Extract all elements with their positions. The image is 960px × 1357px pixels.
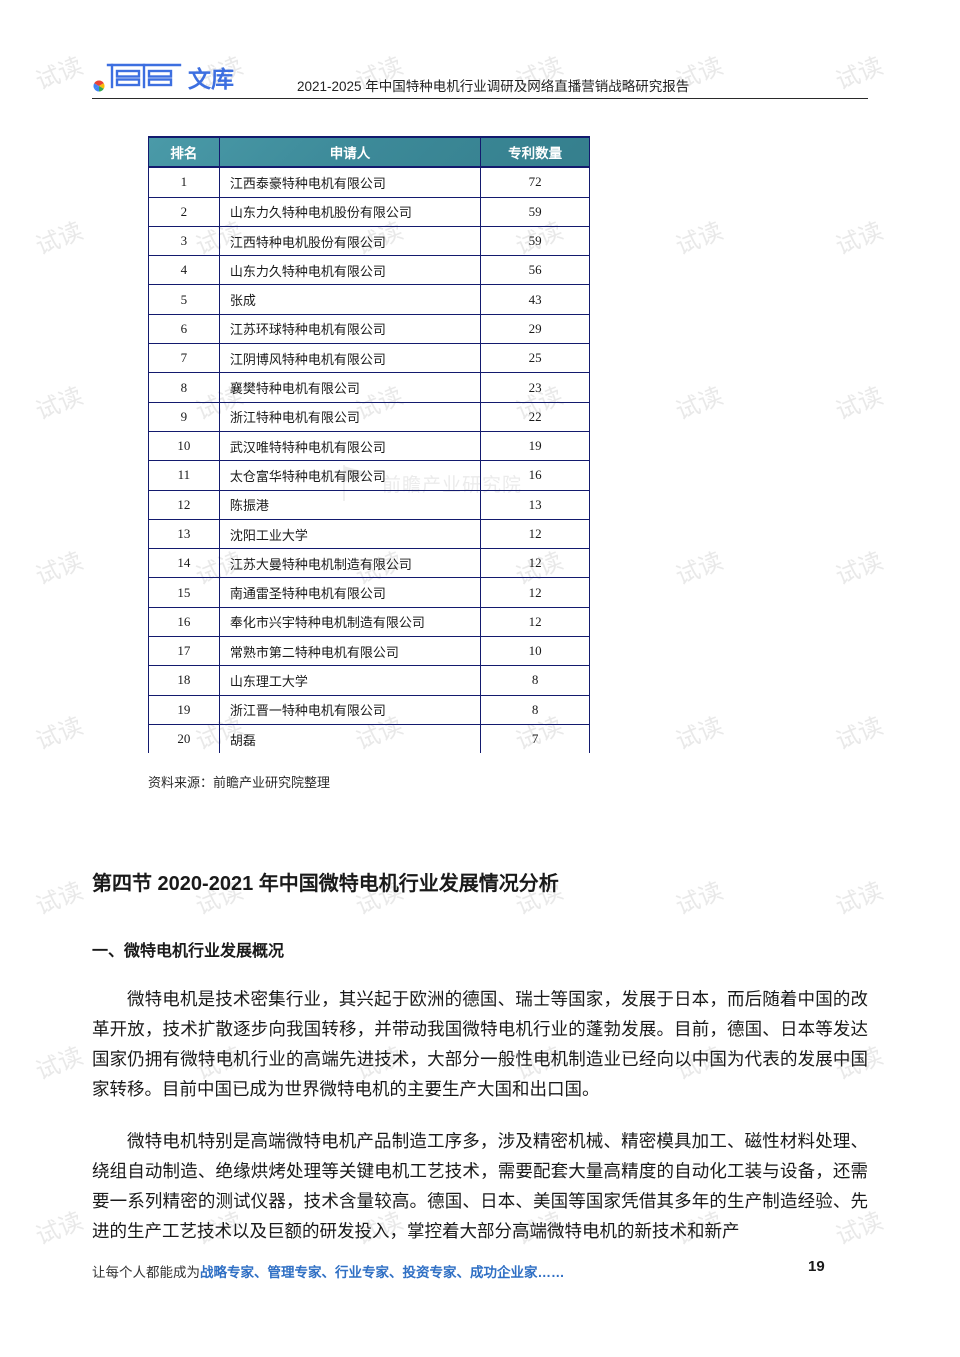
svg-text:文库: 文库: [188, 66, 234, 92]
